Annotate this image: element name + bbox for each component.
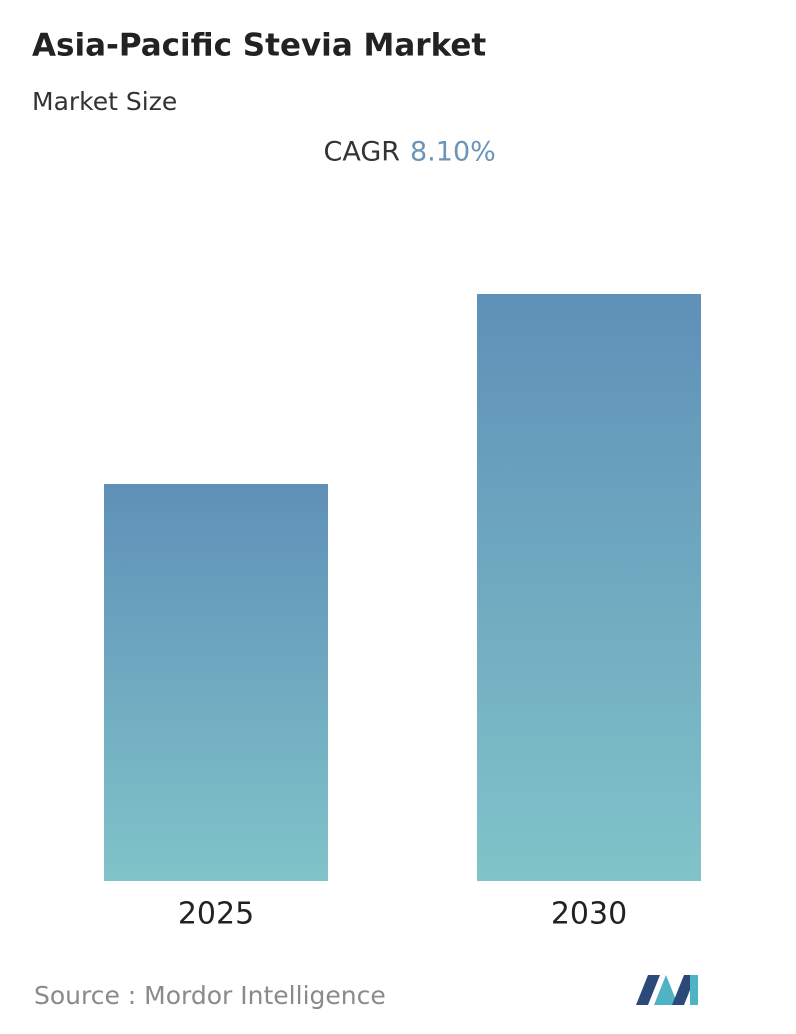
logo [636,975,698,1005]
chart-subtitle: Market Size [32,87,177,116]
bar [477,294,701,881]
chart-title: Asia-Pacific Stevia Market [32,28,486,64]
cagr-label: CAGR [323,137,400,168]
bar [104,484,328,881]
source: Source : Mordor Intelligence [34,981,386,1010]
cagr-value: 8.10% [410,137,496,168]
x-tick-label: 2030 [551,897,627,932]
x-tick-label: 2025 [178,897,254,932]
